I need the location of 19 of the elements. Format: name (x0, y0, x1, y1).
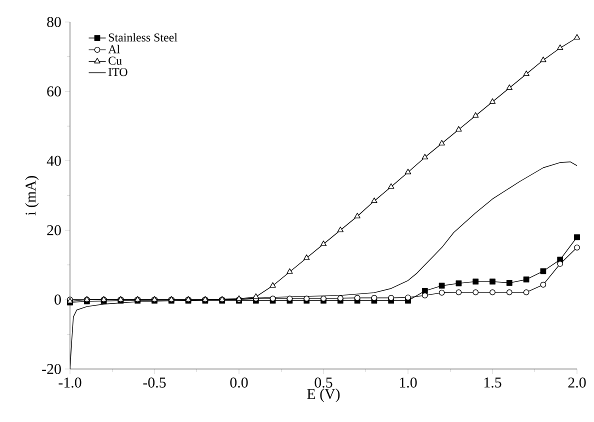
x-tick-label: 0.0 (230, 378, 248, 388)
y-tick-label: 0 (54, 294, 61, 305)
x-tick-label: 2.0 (568, 378, 586, 388)
y-tick-label: -20 (42, 364, 61, 374)
legend-label: Cu (108, 56, 122, 65)
legend-label: Al (108, 44, 120, 54)
y-tick-label: 60 (47, 86, 61, 96)
x-tick-label: -1.0 (58, 378, 82, 388)
y-axis-title: i (mA) (25, 176, 39, 216)
x-tick-label: 1.5 (484, 378, 502, 388)
x-tick-label: -0.5 (143, 378, 166, 388)
x-axis-title: E (V) (307, 388, 340, 402)
y-tick-label: 20 (47, 225, 61, 236)
x-tick-label: 0.5 (314, 378, 332, 388)
y-tick-label: 80 (47, 16, 61, 28)
y-tick-label: 40 (46, 156, 61, 166)
legend-label: Stainless Steel (108, 33, 178, 42)
legend-label: ITO (108, 68, 128, 76)
x-tick-label: 1.0 (400, 378, 417, 388)
